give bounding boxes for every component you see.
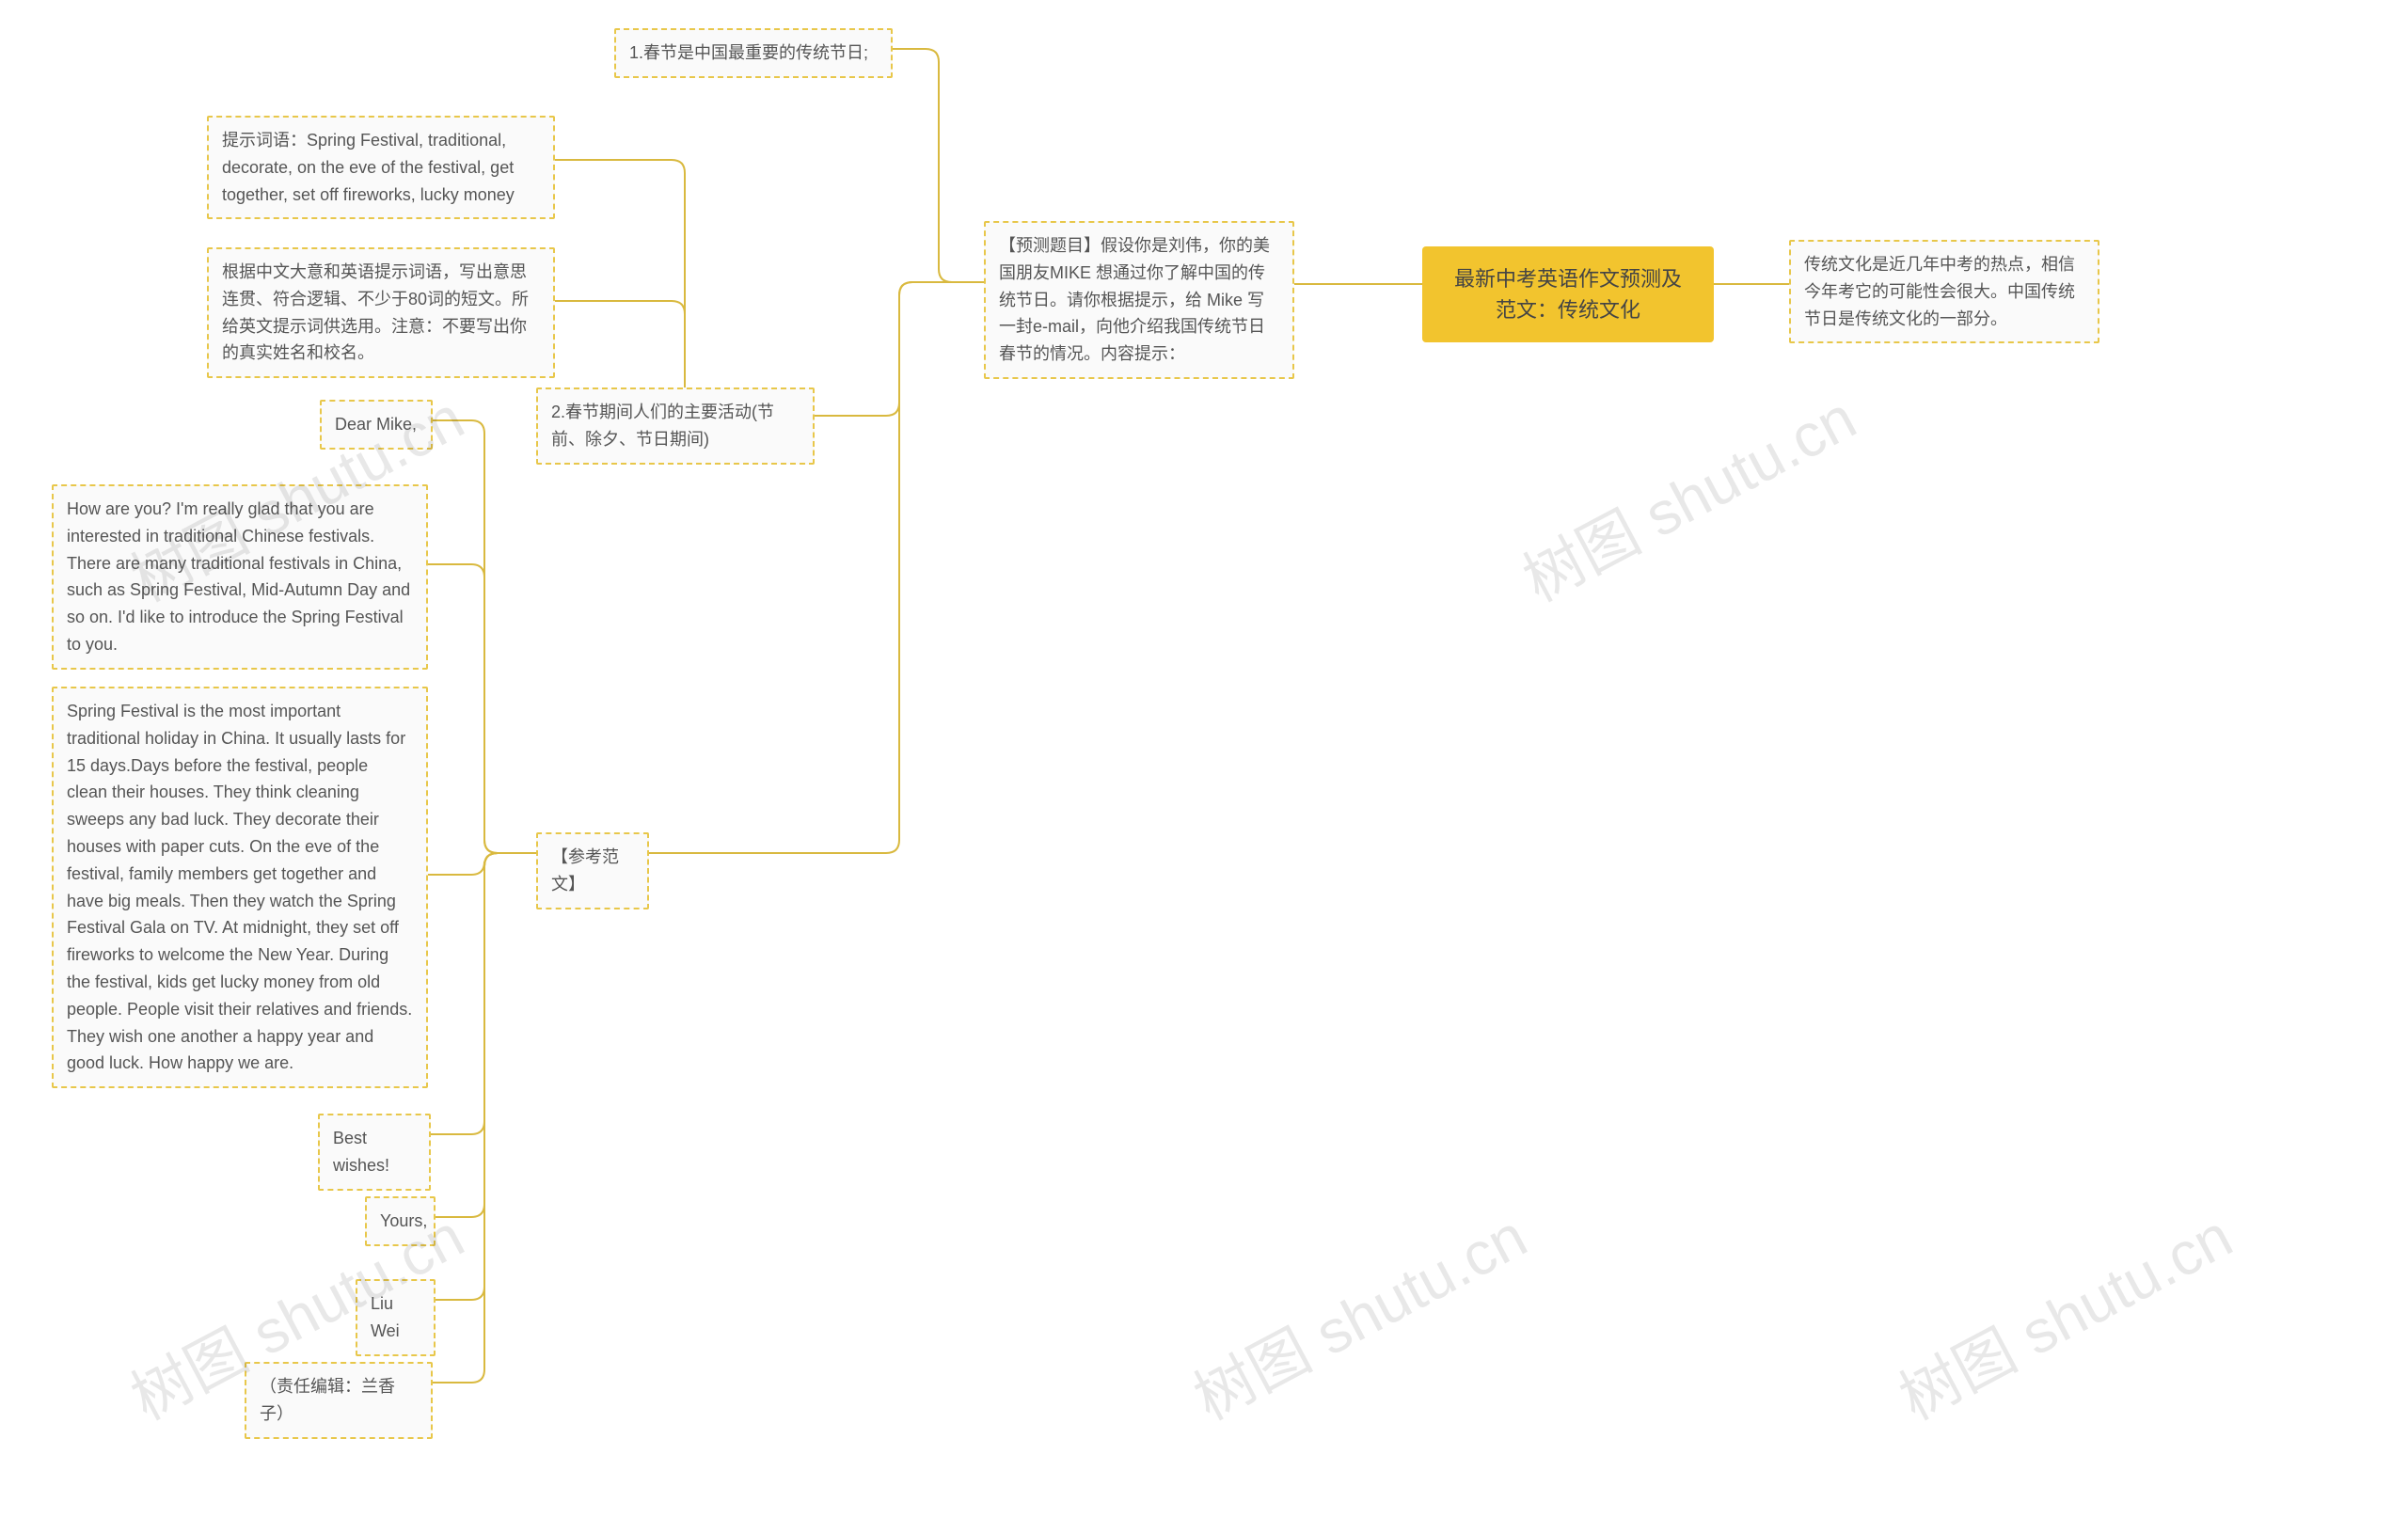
- reference-node: 【参考范文】: [536, 832, 649, 909]
- requirement-node: 根据中文大意和英语提示词语，写出意思连贯、符合逻辑、不少于80词的短文。所给英文…: [207, 247, 555, 378]
- prediction-node: 【预测题目】假设你是刘伟，你的美国朋友MIKE 想通过你了解中国的传统节日。请你…: [984, 221, 1294, 379]
- right-branch-text: 传统文化是近几年中考的热点，相信今年考它的可能性会很大。中国传统节日是传统文化的…: [1804, 255, 2075, 328]
- essay-closing2-node: Yours,: [365, 1196, 436, 1246]
- watermark: 树图 shutu.cn: [1177, 1189, 1540, 1436]
- point2-node: 2.春节期间人们的主要活动(节前、除夕、节日期间): [536, 387, 815, 465]
- essay-editor: （责任编辑：兰香子）: [260, 1377, 395, 1423]
- point1-node: 1.春节是中国最重要的传统节日;: [614, 28, 893, 78]
- point1-text: 1.春节是中国最重要的传统节日;: [629, 43, 868, 62]
- watermark: 树图 shutu.cn: [1506, 371, 1869, 618]
- hints-node: 提示词语：Spring Festival, traditional, decor…: [207, 116, 555, 219]
- essay-signature: Liu Wei: [371, 1294, 400, 1340]
- root-node: 最新中考英语作文预测及范文：传统文化: [1422, 246, 1714, 342]
- reference-label: 【参考范文】: [551, 847, 619, 893]
- hints-text: 提示词语：Spring Festival, traditional, decor…: [222, 131, 515, 204]
- watermark: 树图 shutu.cn: [1882, 1189, 2245, 1436]
- essay-closing1: Best wishes!: [333, 1129, 389, 1175]
- essay-para1-node: How are you? I'm really glad that you ar…: [52, 484, 428, 670]
- essay-closing2: Yours,: [380, 1211, 427, 1230]
- essay-para1: How are you? I'm really glad that you ar…: [67, 499, 410, 654]
- essay-para2-node: Spring Festival is the most important tr…: [52, 687, 428, 1088]
- prediction-text: 【预测题目】假设你是刘伟，你的美国朋友MIKE 想通过你了解中国的传统节日。请你…: [999, 236, 1270, 363]
- root-title: 最新中考英语作文预测及范文：传统文化: [1454, 267, 1682, 322]
- point2-text: 2.春节期间人们的主要活动(节前、除夕、节日期间): [551, 403, 774, 449]
- essay-greeting-node: Dear Mike,: [320, 400, 433, 450]
- essay-greeting: Dear Mike,: [335, 415, 417, 434]
- requirement-text: 根据中文大意和英语提示词语，写出意思连贯、符合逻辑、不少于80词的短文。所给英文…: [222, 262, 529, 362]
- essay-closing1-node: Best wishes!: [318, 1114, 431, 1191]
- essay-editor-node: （责任编辑：兰香子）: [245, 1362, 433, 1439]
- right-branch-node: 传统文化是近几年中考的热点，相信今年考它的可能性会很大。中国传统节日是传统文化的…: [1789, 240, 2099, 343]
- essay-para2: Spring Festival is the most important tr…: [67, 702, 412, 1072]
- essay-signature-node: Liu Wei: [356, 1279, 436, 1356]
